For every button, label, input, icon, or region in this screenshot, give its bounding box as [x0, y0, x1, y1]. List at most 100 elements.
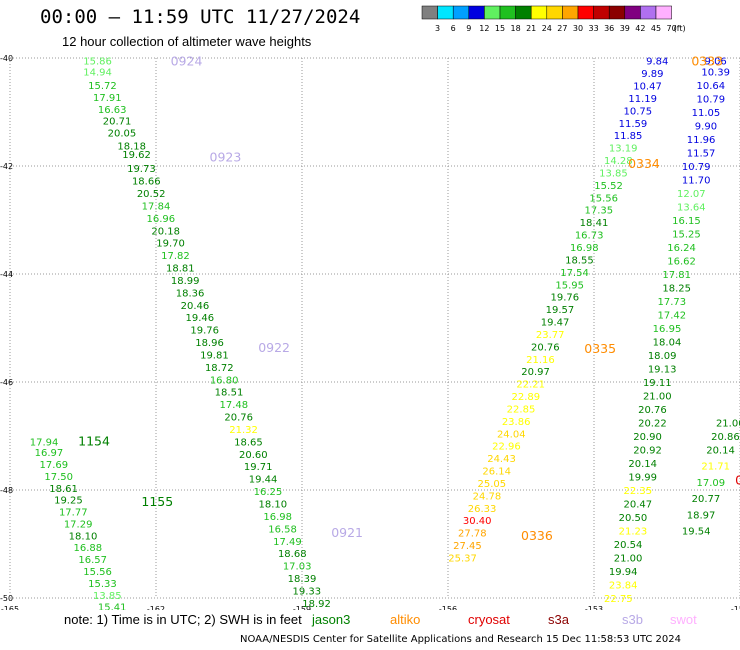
wave-height-label: 24.43: [487, 454, 516, 465]
colorbar-tick-label: 33: [589, 24, 599, 33]
wave-height-label: 13.64: [677, 203, 706, 214]
wave-height-label: 15.86: [83, 57, 112, 68]
wave-height-label: 11.70: [682, 176, 711, 187]
wave-height-label: 17.29: [64, 519, 93, 530]
wave-height-label: 18.81: [166, 264, 195, 275]
wave-height-label: 19.47: [541, 318, 570, 329]
pass-time-label: 1155: [141, 494, 173, 509]
wave-height-label: 20.46: [181, 301, 210, 312]
colorbar-tick-label: 27: [557, 24, 567, 33]
colorbar-swatch: [640, 5, 657, 20]
wave-height-label: 17.03: [283, 562, 312, 573]
wave-height-label: 20.97: [521, 367, 550, 378]
wave-height-label: 26.33: [468, 504, 497, 515]
wave-height-label: 18.92: [302, 599, 331, 610]
wave-height-label: 20.60: [239, 450, 268, 461]
wave-height-label: 11.85: [614, 131, 643, 142]
colorbar-tick-label: 39: [620, 24, 630, 33]
wave-height-label: 17.94: [30, 437, 59, 448]
colorbar-tick-label: 12: [479, 24, 489, 33]
wave-height-label: 15.25: [672, 230, 701, 241]
wave-height-label: 22.89: [512, 392, 541, 403]
wave-height-label: 18.18: [117, 141, 146, 152]
wave-height-label: 18.25: [662, 284, 691, 295]
wave-height-label: 16.58: [268, 524, 297, 535]
wave-height-label: 18.39: [288, 574, 317, 585]
wave-height-label: 20.50: [619, 513, 648, 524]
wave-height-label: 16.62: [667, 257, 696, 268]
wave-height-label: 16.98: [570, 243, 599, 254]
satellite-legend-item: cryosat: [468, 612, 510, 627]
wave-height-label: 13.85: [93, 591, 122, 602]
wave-height-label: 17.77: [59, 508, 88, 519]
wave-height-label: 14.28: [604, 156, 633, 167]
color-legend: 3 6 9 12 15 18 21 24 27 30 33 36 39 42 45 70(ft): [421, 5, 686, 33]
wave-height-label: 11.19: [628, 94, 657, 105]
wave-height-label: 20.76: [531, 342, 560, 353]
wave-height-label: 13.85: [599, 168, 628, 179]
colorbar-swatch: [577, 5, 594, 20]
wave-height-label: 16.95: [653, 324, 682, 335]
wave-height-label: 16.88: [74, 543, 103, 554]
wave-height-label: 22.85: [507, 404, 536, 415]
wave-height-label: 18.10: [258, 500, 287, 511]
colorbar-tick-label: 3: [435, 24, 440, 33]
wave-height-label: 20.05: [108, 129, 137, 140]
wave-height-label: 23.86: [502, 417, 531, 428]
colorbar-tick-label: 30: [573, 24, 583, 33]
colorbar-tick-label: 6: [451, 24, 456, 33]
wave-height-label: 20.52: [137, 189, 166, 200]
wave-height-label: 19.99: [628, 473, 657, 484]
wave-height-label: 9.90: [695, 122, 717, 133]
axis-ticks: -165 -162 -159 -156 -153 -150 -40 -42 -44 -46 -48 -…: [0, 54, 740, 610]
wave-height-label: 24.78: [473, 491, 502, 502]
wave-height-label: 30.40: [463, 516, 492, 527]
wave-height-label: 17.09: [696, 478, 725, 489]
wave-height-label: 15.56: [83, 567, 112, 578]
wave-height-label: 10.75: [623, 106, 652, 117]
wave-height-label: 17.49: [273, 537, 302, 548]
wave-height-label: 17.82: [161, 251, 190, 262]
wave-height-label: 18.04: [653, 338, 682, 349]
colorbar-swatch: [484, 5, 501, 20]
credit-line: NOAA/NESDIS Center for Satellite Applica…: [240, 634, 682, 645]
wave-height-label: 18.10: [69, 531, 98, 542]
colorbar-tick-label: (ft): [674, 24, 686, 33]
wave-height-label: 19.44: [249, 475, 278, 486]
wave-height-label: 19.46: [185, 313, 214, 324]
colorbar-swatch: [655, 5, 672, 20]
y-tick-label: -44: [0, 270, 13, 279]
wave-height-label: 10.79: [682, 162, 711, 173]
wave-height-label: 17.50: [44, 472, 73, 483]
wave-height-label: 11.59: [619, 119, 648, 130]
colorbar-swatch: [437, 5, 454, 20]
colorbar-tick-label: 21: [526, 24, 536, 33]
wave-height-label: 9.84: [646, 57, 668, 68]
wave-height-label: 13.19: [609, 144, 638, 155]
wave-height-label: 11.96: [687, 135, 716, 146]
colorbar-tick-label: 15: [495, 24, 505, 33]
wave-height-label: 17.54: [560, 268, 589, 279]
wave-height-label: 16.73: [575, 231, 604, 242]
wave-height-label: 18.36: [176, 288, 205, 299]
wave-height-label: 20.18: [151, 226, 180, 237]
wave-height-label: 12.07: [677, 189, 706, 200]
satellite-legend-item: s3b: [622, 612, 643, 627]
wave-height-label: 21.16: [526, 355, 555, 366]
wave-height-label: 19.13: [648, 365, 677, 376]
wave-height-label: 17.91: [93, 93, 122, 104]
colorbar-tick-label: 9: [466, 24, 471, 33]
grid-lines: [9, 57, 740, 599]
wave-height-label: 16.24: [667, 243, 696, 254]
wave-height-label: 20.71: [103, 117, 132, 128]
pass-time-label: 0336: [521, 528, 553, 543]
wave-height-label: 20.76: [638, 405, 667, 416]
wave-height-label: 15.56: [589, 193, 618, 204]
wave-height-label: 11.05: [692, 108, 721, 119]
wave-height-label: 21.23: [619, 527, 648, 538]
wave-height-label: 15.52: [594, 181, 623, 192]
wave-height-label: 19.73: [127, 164, 156, 175]
wave-height-label: 20.77: [692, 494, 721, 505]
colorbar-swatch: [499, 5, 516, 20]
wave-height-label: 16.63: [98, 105, 127, 116]
